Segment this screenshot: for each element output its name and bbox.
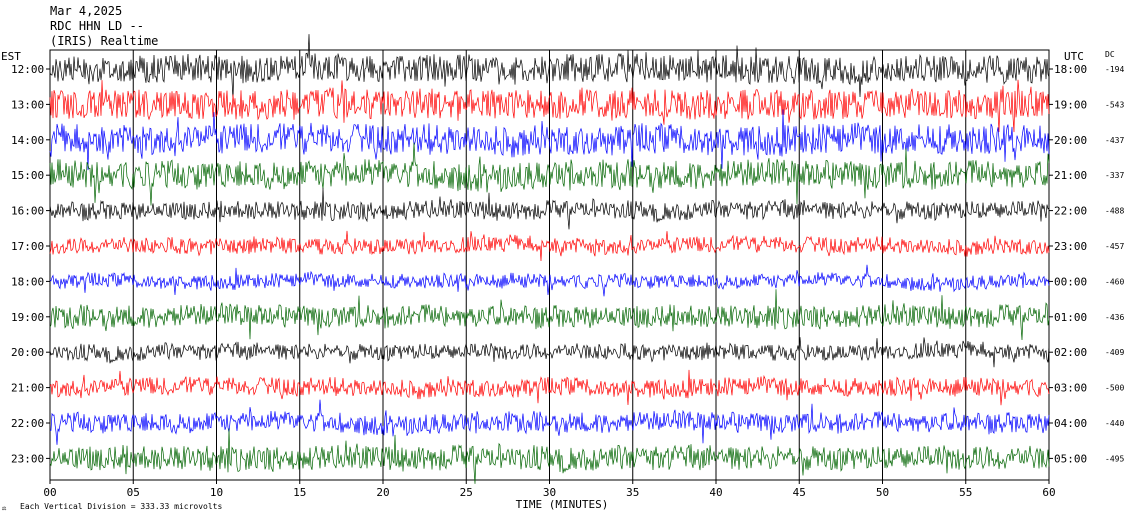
utc-hour-label: 01:00 [1054,311,1087,324]
x-tick-label: 35 [626,486,639,499]
est-hour-label: 23:00 [11,452,44,465]
header-date: Mar 4,2025 [50,4,122,18]
dc-offset-label: -488 [1105,207,1124,216]
dc-offset-label: -495 [1105,454,1124,463]
seismic-trace [49,34,1050,101]
x-tick-label: 00 [43,486,56,499]
dc-offset-label: -337 [1105,171,1124,180]
utc-hour-label: 04:00 [1054,417,1087,430]
dc-offset-label: -460 [1105,277,1124,286]
seismic-trace [50,399,1050,445]
est-hour-label: 14:00 [11,134,44,147]
seismic-trace [49,230,1050,262]
utc-label: UTC [1064,50,1084,63]
dc-offset-label: -543 [1105,100,1124,109]
utc-hour-label: 18:00 [1054,63,1087,76]
dc-offset-label: -436 [1105,313,1124,322]
x-tick-label: 30 [543,486,556,499]
est-hour-label: 16:00 [11,205,44,218]
dc-offset-label: -409 [1105,348,1124,357]
x-tick-label: 15 [293,486,306,499]
x-tick-label: 25 [460,486,473,499]
dc-offset-label: -440 [1105,419,1124,428]
est-hour-label: 19:00 [11,311,44,324]
seismic-trace [49,187,1050,230]
est-hour-label: 21:00 [11,382,44,395]
grid-lines [46,49,1053,484]
utc-hour-label: 21:00 [1054,169,1087,182]
utc-hour-label: 03:00 [1054,382,1087,395]
utc-hour-label: 22:00 [1054,205,1087,218]
dc-offset-label: -437 [1105,136,1124,145]
utc-hour-label: 02:00 [1054,346,1087,359]
header-source: (IRIS) Realtime [50,34,158,48]
seismic-trace [49,109,1050,171]
seismic-trace [49,142,1050,206]
est-label: EST [1,50,21,63]
x-tick-label: 50 [876,486,889,499]
dc-offset-label: -457 [1105,242,1124,251]
x-tick-label: 40 [709,486,722,499]
x-axis-title: TIME (MINUTES) [516,498,609,511]
est-hour-label: 18:00 [11,275,44,288]
utc-hour-label: 00:00 [1054,275,1087,288]
x-tick-label: 55 [959,486,972,499]
seismic-trace [49,289,1050,341]
utc-hour-label: 20:00 [1054,134,1087,147]
axis-labels: 00 05 10 15 20 25 30 35 40 45 50 55 60 12:00 18:00 -194… [11,63,1124,499]
x-tick-label: 20 [376,486,389,499]
footer-mark-icon: ⚖ [2,504,7,512]
header-station: RDC HHN LD -- [50,19,144,33]
seismic-trace [49,337,1050,368]
est-hour-label: 20:00 [11,346,44,359]
dc-offset-label: -194 [1105,65,1124,74]
x-tick-label: 10 [210,486,223,499]
seismic-trace [49,428,1050,484]
utc-hour-label: 23:00 [1054,240,1087,253]
seismic-traces [49,34,1050,484]
x-tick-label: 45 [793,486,806,499]
seismic-trace [49,79,1050,133]
seismic-trace [49,369,1050,406]
utc-hour-label: 19:00 [1054,98,1087,111]
est-hour-label: 15:00 [11,169,44,182]
dc-offset-label: -500 [1105,384,1124,393]
est-hour-label: 12:00 [11,63,44,76]
utc-hour-label: 05:00 [1054,452,1087,465]
x-tick-label: 60 [1042,486,1055,499]
est-hour-label: 13:00 [11,98,44,111]
est-hour-label: 17:00 [11,240,44,253]
seismic-trace [49,264,1050,297]
scale-footer: Each Vertical Division = 333.33 microvol… [20,502,222,511]
est-hour-label: 22:00 [11,417,44,430]
x-tick-label: 05 [127,486,140,499]
dc-label: DC [1105,50,1115,59]
